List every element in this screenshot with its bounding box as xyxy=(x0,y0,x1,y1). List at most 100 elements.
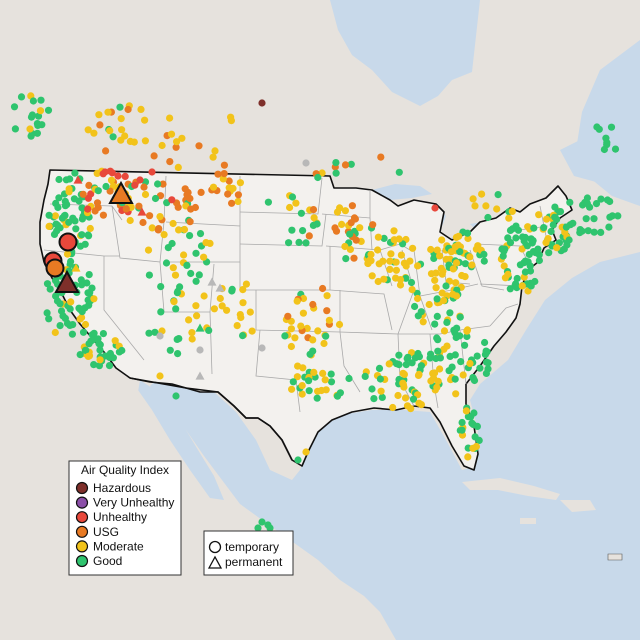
mexico-border xyxy=(129,377,293,461)
station-dot xyxy=(172,143,180,151)
station-dot xyxy=(140,183,148,191)
station-dot xyxy=(415,399,423,407)
station-dot xyxy=(169,219,177,228)
station-dot xyxy=(566,198,574,206)
station-dot xyxy=(44,106,53,114)
station-dot xyxy=(188,335,196,343)
station-dot xyxy=(540,224,548,232)
station-dot xyxy=(364,259,372,268)
large-station-marker xyxy=(54,269,80,293)
station-dot xyxy=(124,105,132,114)
station-dot xyxy=(341,207,349,215)
station-dot xyxy=(101,168,109,176)
station-dot xyxy=(71,169,79,177)
station-dot xyxy=(195,142,203,150)
station-dot xyxy=(299,294,308,303)
station-dot xyxy=(173,138,181,146)
station-dot xyxy=(214,170,222,178)
station-dot xyxy=(547,227,555,236)
station-dot xyxy=(482,202,490,210)
legend-swatch xyxy=(75,554,89,568)
station-dot xyxy=(258,518,266,526)
station-dot xyxy=(67,298,75,306)
station-dot xyxy=(321,376,329,384)
station-dot xyxy=(106,127,114,135)
station-dot xyxy=(375,364,384,372)
station-dot xyxy=(95,111,103,119)
station-dot xyxy=(233,322,241,330)
station-dot xyxy=(139,218,147,227)
station-triangle xyxy=(215,283,225,292)
station-dot xyxy=(62,176,70,184)
station-dot xyxy=(336,204,344,212)
station-dot xyxy=(107,176,116,184)
station-dot xyxy=(151,194,160,203)
station-dot xyxy=(102,147,110,155)
station-dot xyxy=(341,161,350,169)
station-dot xyxy=(171,271,180,279)
station-dot xyxy=(456,248,464,256)
station-dot xyxy=(442,282,450,290)
station-dot xyxy=(603,139,611,147)
station-dot xyxy=(295,238,303,246)
station-dot xyxy=(458,426,466,434)
station-dot xyxy=(476,364,484,372)
station-dot xyxy=(66,305,74,313)
station-dot xyxy=(169,264,177,272)
station-dot xyxy=(433,246,441,254)
station-dot xyxy=(480,250,488,258)
station-dot xyxy=(318,169,326,177)
station-dot xyxy=(406,257,414,265)
station-dot xyxy=(470,409,478,417)
station-dot xyxy=(55,175,63,184)
station-dot xyxy=(292,199,300,207)
station-dot xyxy=(223,306,231,314)
station-dot xyxy=(309,336,317,344)
station-dot xyxy=(319,369,327,377)
station-dot xyxy=(482,369,490,377)
station-dot xyxy=(415,370,423,378)
station-dot xyxy=(390,236,398,244)
station-dot xyxy=(396,281,405,289)
station-dot xyxy=(86,289,94,297)
station-dot xyxy=(484,213,492,222)
station-dot xyxy=(430,254,438,262)
station-dot xyxy=(397,251,405,259)
station-dot xyxy=(224,190,232,198)
station-dot xyxy=(186,232,194,240)
station-dot xyxy=(452,333,460,342)
station-dot xyxy=(99,330,107,338)
station-dot xyxy=(607,123,616,131)
station-dot xyxy=(565,236,573,244)
station-dot xyxy=(211,147,219,155)
station-dot xyxy=(141,137,149,145)
station-dot xyxy=(99,211,107,219)
station-dot xyxy=(494,191,502,199)
station-dot xyxy=(287,317,295,325)
station-dot xyxy=(472,442,480,451)
station-dot xyxy=(46,285,54,293)
station-dot xyxy=(118,346,126,355)
station-dot xyxy=(434,377,442,385)
station-dot xyxy=(293,373,301,381)
station-dot xyxy=(309,206,318,214)
station-dot xyxy=(338,220,346,228)
station-dot xyxy=(85,340,93,348)
station-dot xyxy=(590,228,598,236)
station-dot xyxy=(186,218,194,226)
station-dot xyxy=(174,203,182,211)
station-dot xyxy=(414,294,422,303)
station-dot xyxy=(302,239,310,247)
station-dot xyxy=(87,190,95,198)
station-dot xyxy=(480,257,488,265)
station-dot xyxy=(174,350,182,358)
station-dot xyxy=(281,332,289,340)
station-dot xyxy=(86,224,94,233)
station-dot xyxy=(415,353,423,361)
station-triangle xyxy=(71,263,81,272)
legend-label: Hazardous xyxy=(93,481,151,495)
station-dot xyxy=(518,282,526,290)
station-dot xyxy=(614,212,622,220)
station-dot xyxy=(254,524,262,532)
station-dot xyxy=(81,240,89,248)
